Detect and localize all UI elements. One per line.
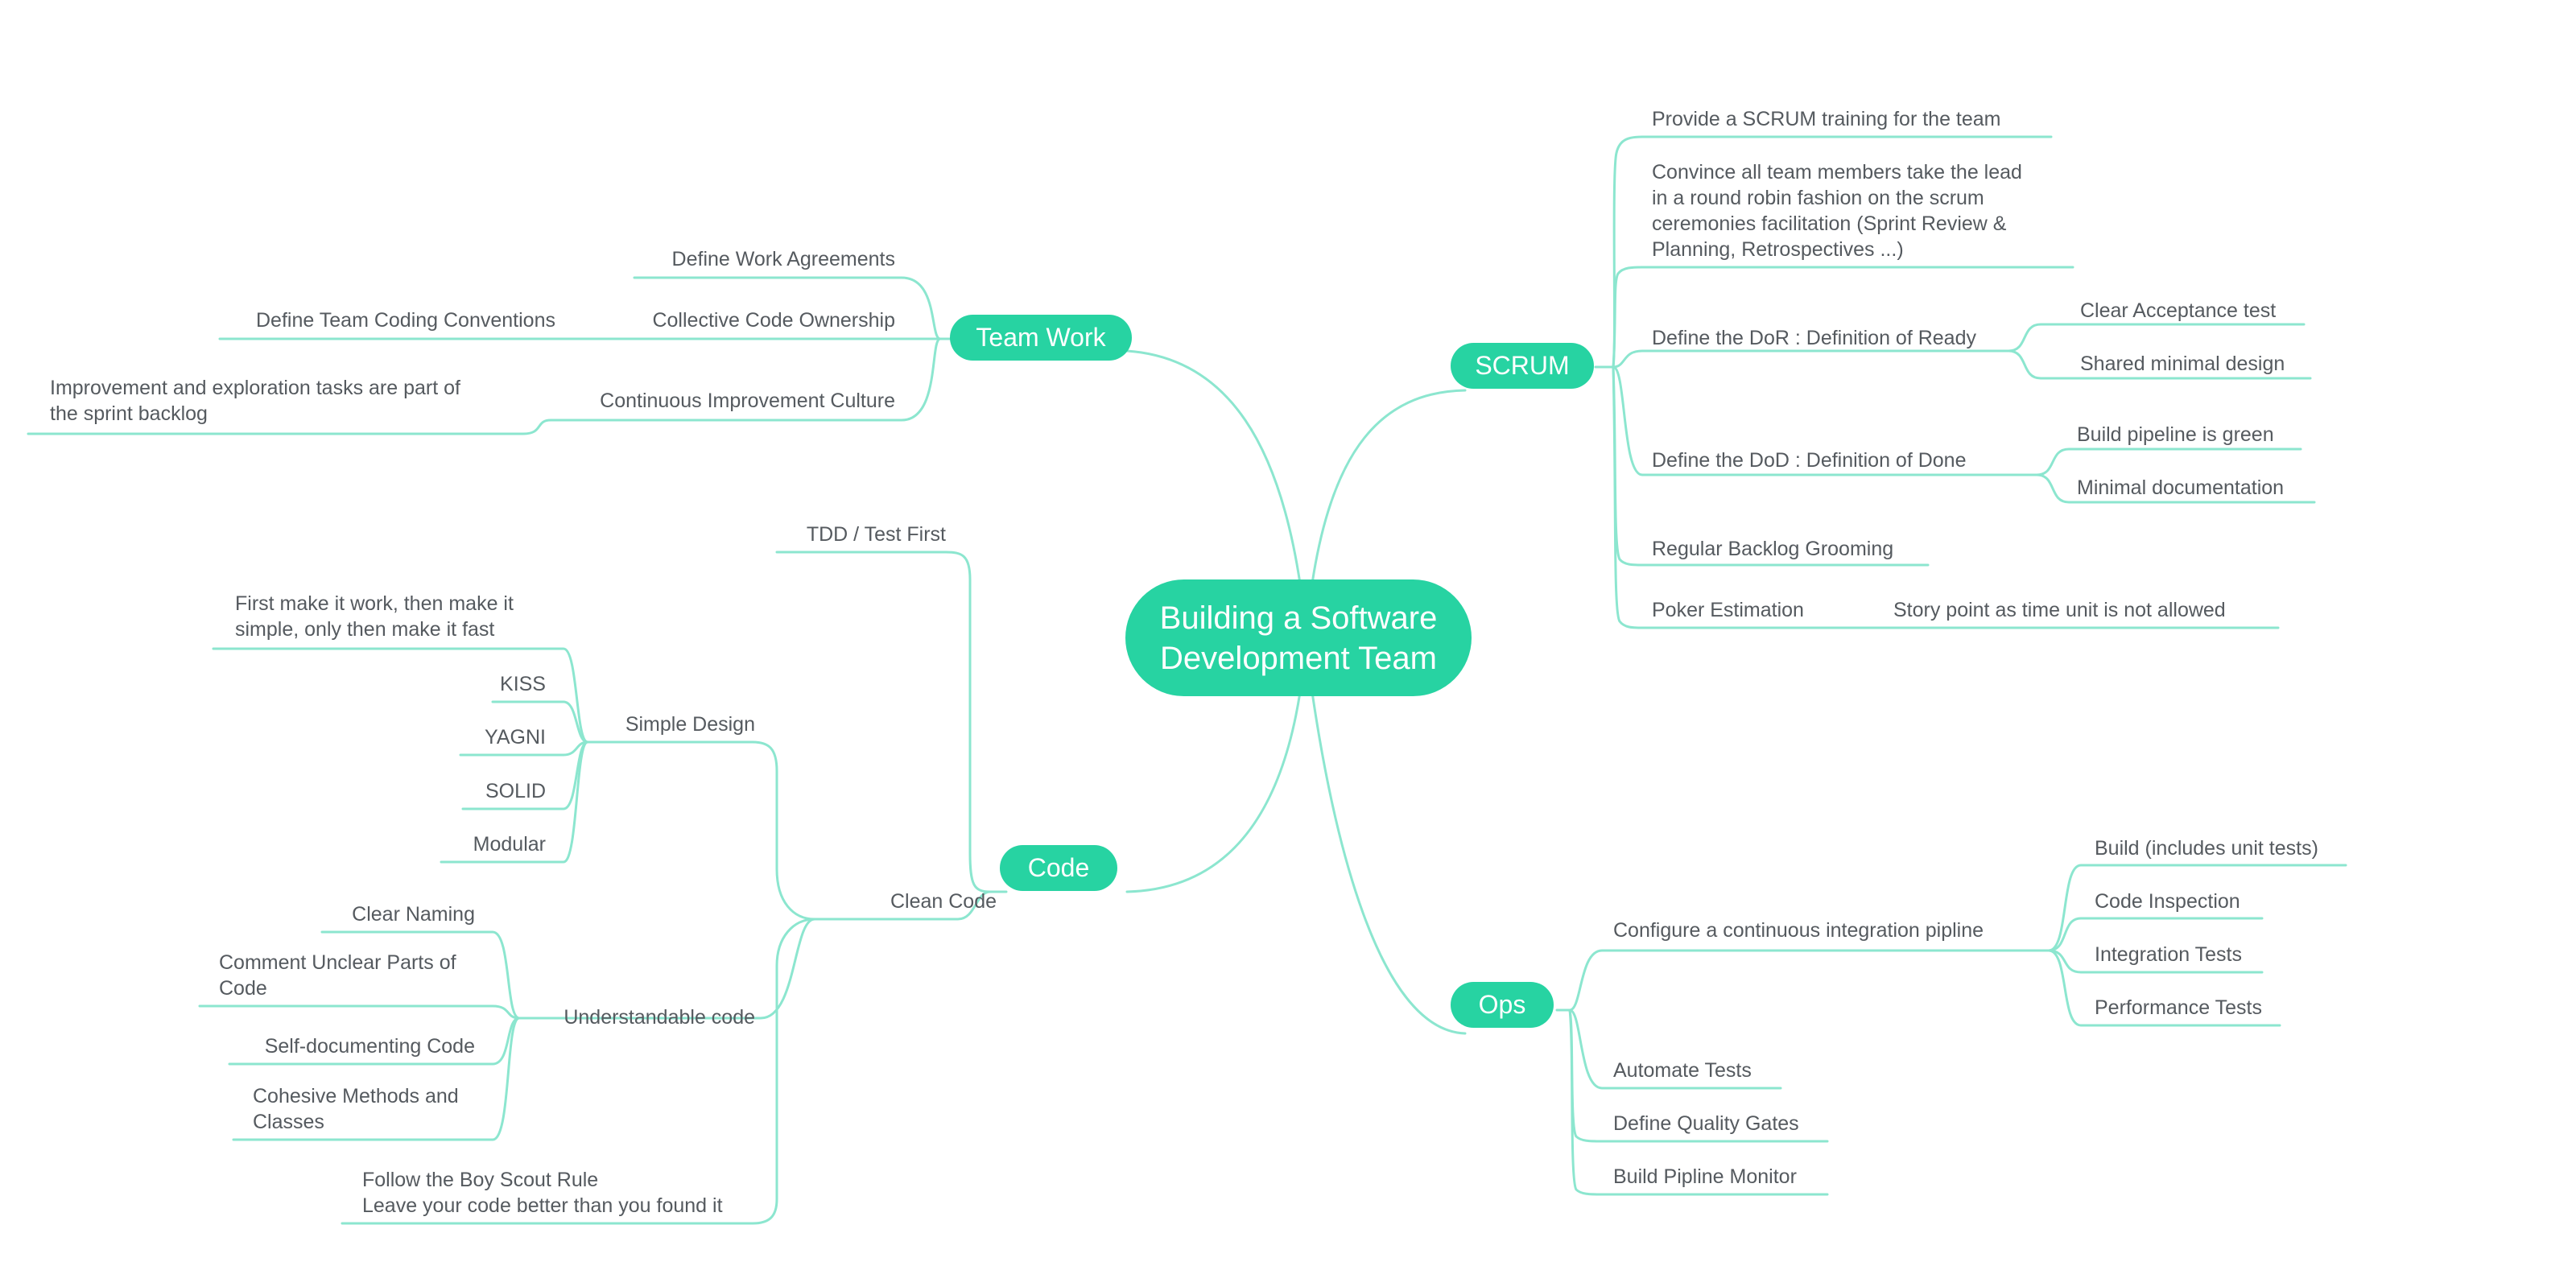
connector-dor-shared bbox=[2007, 349, 2312, 380]
connector-ci-performance bbox=[2047, 949, 2281, 1027]
connector-teamwork-agreements bbox=[633, 276, 942, 340]
node-define-dod[interactable]: Define the DoD : Definition of Done bbox=[1652, 449, 1967, 472]
node-convince-line3: ceremonies facilitation (Sprint Review & bbox=[1652, 212, 2007, 235]
branch-node-scrum[interactable]: SCRUM bbox=[1451, 343, 1594, 389]
branch-node-team-work[interactable]: Team Work bbox=[950, 315, 1132, 361]
root-title-line2: Development Team bbox=[1160, 640, 1437, 676]
node-comment-unclear-line1: Comment Unclear Parts of bbox=[219, 951, 456, 974]
connector-scrum-dod bbox=[1612, 365, 2038, 476]
connector-simple-first bbox=[212, 647, 589, 744]
node-collective-code-ownership[interactable]: Collective Code Ownership bbox=[652, 309, 895, 332]
node-regular-backlog-grooming[interactable]: Regular Backlog Grooming bbox=[1652, 538, 1894, 560]
connector-dod-build bbox=[2035, 447, 2302, 476]
connector-und-comment bbox=[198, 1004, 521, 1020]
node-simple-design[interactable]: Simple Design bbox=[625, 713, 755, 736]
node-first-make-it-work-line2: simple, only then make it fast bbox=[235, 618, 495, 641]
connector-root-ops bbox=[1311, 691, 1467, 1035]
root-node[interactable]: Building a Software Development Team bbox=[1125, 579, 1472, 696]
node-improvement-line2: the sprint backlog bbox=[50, 402, 208, 425]
node-code-inspection[interactable]: Code Inspection bbox=[2095, 890, 2240, 913]
node-scrum-training[interactable]: Provide a SCRUM training for the team bbox=[1652, 108, 2001, 130]
node-improvement-exploration-tasks[interactable]: Improvement and exploration tasks are pa… bbox=[50, 375, 460, 427]
connector-teamwork-culture bbox=[549, 337, 942, 422]
node-comment-unclear-parts[interactable]: Comment Unclear Parts of Code bbox=[219, 950, 456, 1001]
connector-ops-ci bbox=[1568, 949, 2050, 1012]
branch-node-code[interactable]: Code bbox=[1000, 845, 1117, 891]
node-clear-acceptance-test[interactable]: Clear Acceptance test bbox=[2080, 299, 2277, 322]
connector-und-cohesive bbox=[232, 1017, 521, 1141]
node-define-work-agreements[interactable]: Define Work Agreements bbox=[671, 248, 895, 270]
connector-code-tdd bbox=[775, 551, 992, 893]
node-cohesive-methods[interactable]: Cohesive Methods and Classes bbox=[253, 1083, 459, 1135]
connector-simple-kiss bbox=[491, 700, 589, 744]
connector-clean-understandable bbox=[518, 918, 816, 1020]
node-define-quality-gates[interactable]: Define Quality Gates bbox=[1613, 1112, 1799, 1135]
node-comment-unclear-line2: Code bbox=[219, 977, 267, 1000]
connector-ci-inspection bbox=[2047, 917, 2264, 952]
node-build-pipline-monitor[interactable]: Build Pipline Monitor bbox=[1613, 1165, 1797, 1188]
node-understandable-code[interactable]: Understandable code bbox=[564, 1006, 755, 1029]
node-clear-naming[interactable]: Clear Naming bbox=[352, 903, 475, 926]
connector-clean-simple bbox=[586, 740, 816, 921]
node-convince-line2: in a round robin fashion on the scrum bbox=[1652, 187, 1984, 209]
connector-ci-build bbox=[2047, 864, 2347, 952]
node-cohesive-line1: Cohesive Methods and bbox=[253, 1085, 459, 1107]
node-build-pipeline-green[interactable]: Build pipeline is green bbox=[2077, 423, 2274, 446]
node-convince-line4: Planning, Retrospectives ...) bbox=[1652, 238, 1904, 261]
connector-culture-improvement bbox=[27, 419, 552, 435]
connector-und-naming bbox=[320, 930, 521, 1020]
connector-und-selfdoc bbox=[228, 1017, 521, 1066]
node-configure-ci[interactable]: Configure a continuous integration pipli… bbox=[1613, 919, 1984, 942]
node-boy-scout-line1: Follow the Boy Scout Rule bbox=[362, 1169, 599, 1191]
connector-root-code bbox=[1125, 691, 1302, 893]
node-cohesive-line2: Classes bbox=[253, 1111, 324, 1133]
node-modular[interactable]: Modular bbox=[473, 833, 546, 856]
node-boy-scout-rule[interactable]: Follow the Boy Scout Rule Leave your cod… bbox=[362, 1167, 723, 1219]
connector-root-scrum bbox=[1311, 389, 1467, 585]
node-define-team-coding-conventions[interactable]: Define Team Coding Conventions bbox=[256, 309, 555, 332]
node-kiss[interactable]: KISS bbox=[500, 673, 546, 695]
connector-root-teamwork bbox=[1125, 349, 1302, 585]
connector-clean-boyscout bbox=[341, 918, 816, 1225]
connector-ops-monitor bbox=[1568, 1008, 1829, 1196]
node-yagni[interactable]: YAGNI bbox=[485, 726, 546, 749]
node-build-unit-tests[interactable]: Build (includes unit tests) bbox=[2095, 837, 2318, 860]
root-title-line1: Building a Software bbox=[1159, 600, 1438, 636]
node-boy-scout-line2: Leave your code better than you found it bbox=[362, 1194, 723, 1217]
connector-simple-modular bbox=[440, 740, 589, 864]
node-improvement-line1: Improvement and exploration tasks are pa… bbox=[50, 377, 460, 399]
node-shared-minimal-design[interactable]: Shared minimal design bbox=[2080, 353, 2285, 375]
connector-scrum-poker bbox=[1612, 365, 2280, 629]
node-story-point-not-allowed[interactable]: Story point as time unit is not allowed bbox=[1893, 599, 2226, 621]
node-tdd-test-first[interactable]: TDD / Test First bbox=[806, 523, 946, 546]
node-convince-line1: Convince all team members take the lead bbox=[1652, 161, 2022, 184]
node-first-make-it-work[interactable]: First make it work, then make it simple,… bbox=[235, 591, 514, 642]
node-define-dor[interactable]: Define the DoR : Definition of Ready bbox=[1652, 327, 1976, 349]
connector-dor-clear bbox=[2007, 323, 2306, 353]
connector-scrum-dor bbox=[1612, 349, 2010, 369]
node-automate-tests[interactable]: Automate Tests bbox=[1613, 1059, 1752, 1082]
node-performance-tests[interactable]: Performance Tests bbox=[2095, 996, 2262, 1019]
node-minimal-documentation[interactable]: Minimal documentation bbox=[2077, 476, 2285, 499]
connector-dod-minimal bbox=[2035, 473, 2316, 504]
node-clean-code[interactable]: Clean Code bbox=[890, 890, 997, 913]
branch-node-ops[interactable]: Ops bbox=[1451, 982, 1554, 1028]
node-self-documenting-code[interactable]: Self-documenting Code bbox=[264, 1035, 475, 1058]
node-first-make-it-work-line1: First make it work, then make it bbox=[235, 592, 514, 615]
connector-code-cleancode bbox=[813, 890, 992, 921]
connector-scrum-convince bbox=[1612, 266, 2074, 369]
connector-ci-integration bbox=[2047, 949, 2264, 974]
node-poker-estimation[interactable]: Poker Estimation bbox=[1652, 599, 1804, 621]
node-convince-team-members[interactable]: Convince all team members take the lead … bbox=[1652, 159, 2022, 262]
node-continuous-improvement-culture[interactable]: Continuous Improvement Culture bbox=[600, 390, 895, 412]
node-integration-tests[interactable]: Integration Tests bbox=[2095, 943, 2242, 966]
connector-ops-automate bbox=[1568, 1008, 1782, 1090]
node-solid[interactable]: SOLID bbox=[485, 780, 546, 802]
